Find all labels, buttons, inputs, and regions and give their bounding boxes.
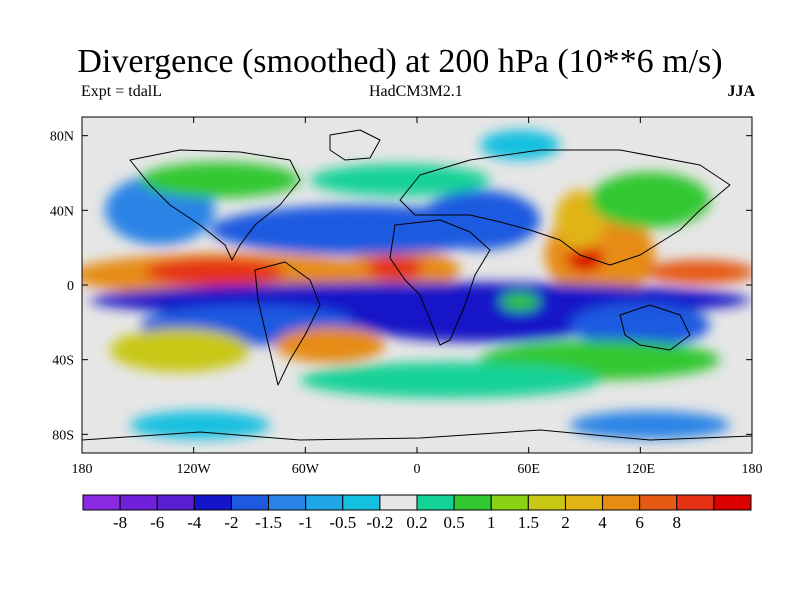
colorbar-swatch: [490, 494, 529, 511]
colorbar-label: 6: [635, 513, 644, 532]
colorbar-swatch: [305, 494, 344, 511]
lon-tick-label: 120W: [177, 462, 212, 477]
convergence-region: [480, 130, 560, 160]
colorbar-swatch: [564, 494, 604, 511]
divergence-region: [310, 164, 490, 196]
divergence-region: [300, 362, 600, 398]
colorbar-swatch: [602, 494, 641, 511]
colorbar-swatch: [676, 494, 715, 511]
eurasia-outline: [399, 149, 731, 266]
lon-tick-label: 0: [414, 462, 421, 477]
divergence-region: [145, 258, 285, 286]
divergence-field-layer: [82, 130, 752, 439]
convergence-region: [130, 411, 270, 439]
season-label: JJA: [727, 83, 755, 100]
colorbar-label: -4: [187, 513, 202, 532]
colorbar-label: 0.2: [406, 513, 427, 532]
colorbar-swatch: [119, 494, 158, 511]
colorbar-label: 0.5: [443, 513, 464, 532]
colorbar-swatch: [342, 494, 381, 511]
lon-tick-label: 60E: [517, 462, 540, 477]
lat-tick-label: 40N: [50, 204, 74, 219]
divergence-region: [567, 244, 603, 272]
north-america-outline: [129, 149, 301, 261]
colorbar-label: 4: [598, 513, 607, 532]
colorbar-swatch: [639, 494, 678, 511]
divergence-region: [140, 162, 300, 198]
lat-tick-label: 80S: [52, 428, 74, 443]
divergence-region: [500, 293, 540, 311]
colorbar-swatch: [416, 494, 455, 511]
colorbar-swatch: [156, 494, 195, 511]
divergence-region: [275, 327, 385, 363]
convergence-region: [350, 298, 610, 342]
divergence-region: [367, 256, 423, 280]
colorbar-label: 8: [673, 513, 682, 532]
convergence-region: [420, 190, 540, 250]
longitude-axis: 180 120W 60W 0 60E 120E 180: [72, 117, 763, 477]
colorbar-label: -6: [150, 513, 164, 532]
coastlines: [82, 129, 752, 441]
colorbar-label: -0.5: [329, 513, 356, 532]
colorbar-label: -0.2: [366, 513, 393, 532]
colorbar-swatch: [379, 494, 418, 511]
colorbar-swatch: [453, 494, 492, 511]
divergence-region: [590, 172, 710, 228]
lat-tick-label: 80N: [50, 130, 74, 145]
colorbar-label: 1: [487, 513, 496, 532]
lat-tick-label: 0: [67, 279, 74, 294]
colorbar-label: -1.5: [255, 513, 282, 532]
lat-tick-label: 40S: [52, 354, 74, 369]
antarctica-outline: [82, 429, 752, 441]
colorbar: -8 -6 -4 -2 -1.5 -1 -0.5 -0.2 0.2 0.5 1 1.5 2 4 6 8: [82, 494, 752, 532]
australia-outline: [619, 304, 691, 351]
model-label: HadCM3M2.1: [369, 83, 463, 100]
colorbar-swatch: [230, 494, 270, 511]
convergence-region: [570, 411, 730, 439]
lon-tick-label: 180: [742, 462, 763, 477]
africa-outline: [389, 219, 491, 346]
colorbar-label: -1: [299, 513, 313, 532]
colorbar-label: 1.5: [518, 513, 539, 532]
lon-tick-label: 120E: [626, 462, 656, 477]
colorbar-label: -2: [224, 513, 238, 532]
map-field: [82, 117, 752, 453]
colorbar-swatch: [527, 494, 566, 511]
lon-tick-label: 180: [72, 462, 93, 477]
colorbar-label: -8: [113, 513, 127, 532]
greenland-outline: [329, 129, 381, 161]
colorbar-swatch: [82, 494, 121, 511]
divergence-region: [110, 328, 250, 372]
experiment-label: Expt = tdalL: [81, 83, 163, 100]
colorbar-swatch: [713, 494, 752, 511]
colorbar-label: 2: [561, 513, 570, 532]
south-america-outline: [254, 261, 321, 386]
divergence-region: [645, 260, 752, 284]
map-title: Divergence (smoothed) at 200 hPa (10**6 …: [77, 43, 723, 80]
colorbar-swatch: [193, 494, 232, 511]
latitude-axis: 80N 40N 0 40S 80S: [50, 130, 752, 443]
colorbar-swatch: [268, 494, 307, 511]
convergence-region: [570, 303, 710, 347]
lon-tick-label: 60W: [292, 462, 320, 477]
